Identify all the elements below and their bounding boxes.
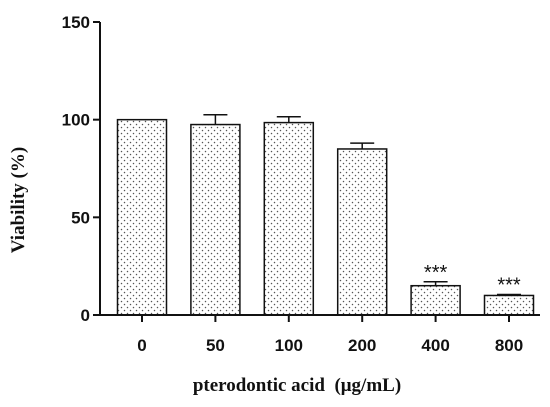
- bar-50: [190, 123, 241, 316]
- significance-label-400: ***: [424, 262, 448, 284]
- y-tick-label-0: 0: [81, 306, 90, 325]
- y-tick-label-50: 50: [71, 208, 90, 227]
- bar-0: [116, 118, 168, 316]
- x-tick-label-200: 200: [348, 336, 376, 355]
- significance-label-800: ***: [497, 274, 521, 296]
- bar-200: [336, 148, 388, 316]
- bar-800: [483, 294, 535, 316]
- x-tick-label-100: 100: [275, 336, 303, 355]
- bar-100: [263, 121, 315, 316]
- bar-400: [410, 284, 461, 316]
- x-axis-title: pterodontic acid (μg/mL): [193, 375, 401, 396]
- x-tick-label-400: 400: [421, 336, 449, 355]
- y-tick-label-150: 150: [62, 13, 90, 32]
- axes-layer: 0 50 100 200 400 800 0 50 100 150: [62, 13, 540, 355]
- x-tick-label-0: 0: [137, 336, 146, 355]
- bars-layer: *** ***: [116, 114, 535, 316]
- x-tick-label-800: 800: [495, 336, 523, 355]
- x-tick-label-50: 50: [206, 336, 225, 355]
- y-tick-label-100: 100: [62, 111, 90, 130]
- y-axis-title: Viability (%): [8, 147, 29, 253]
